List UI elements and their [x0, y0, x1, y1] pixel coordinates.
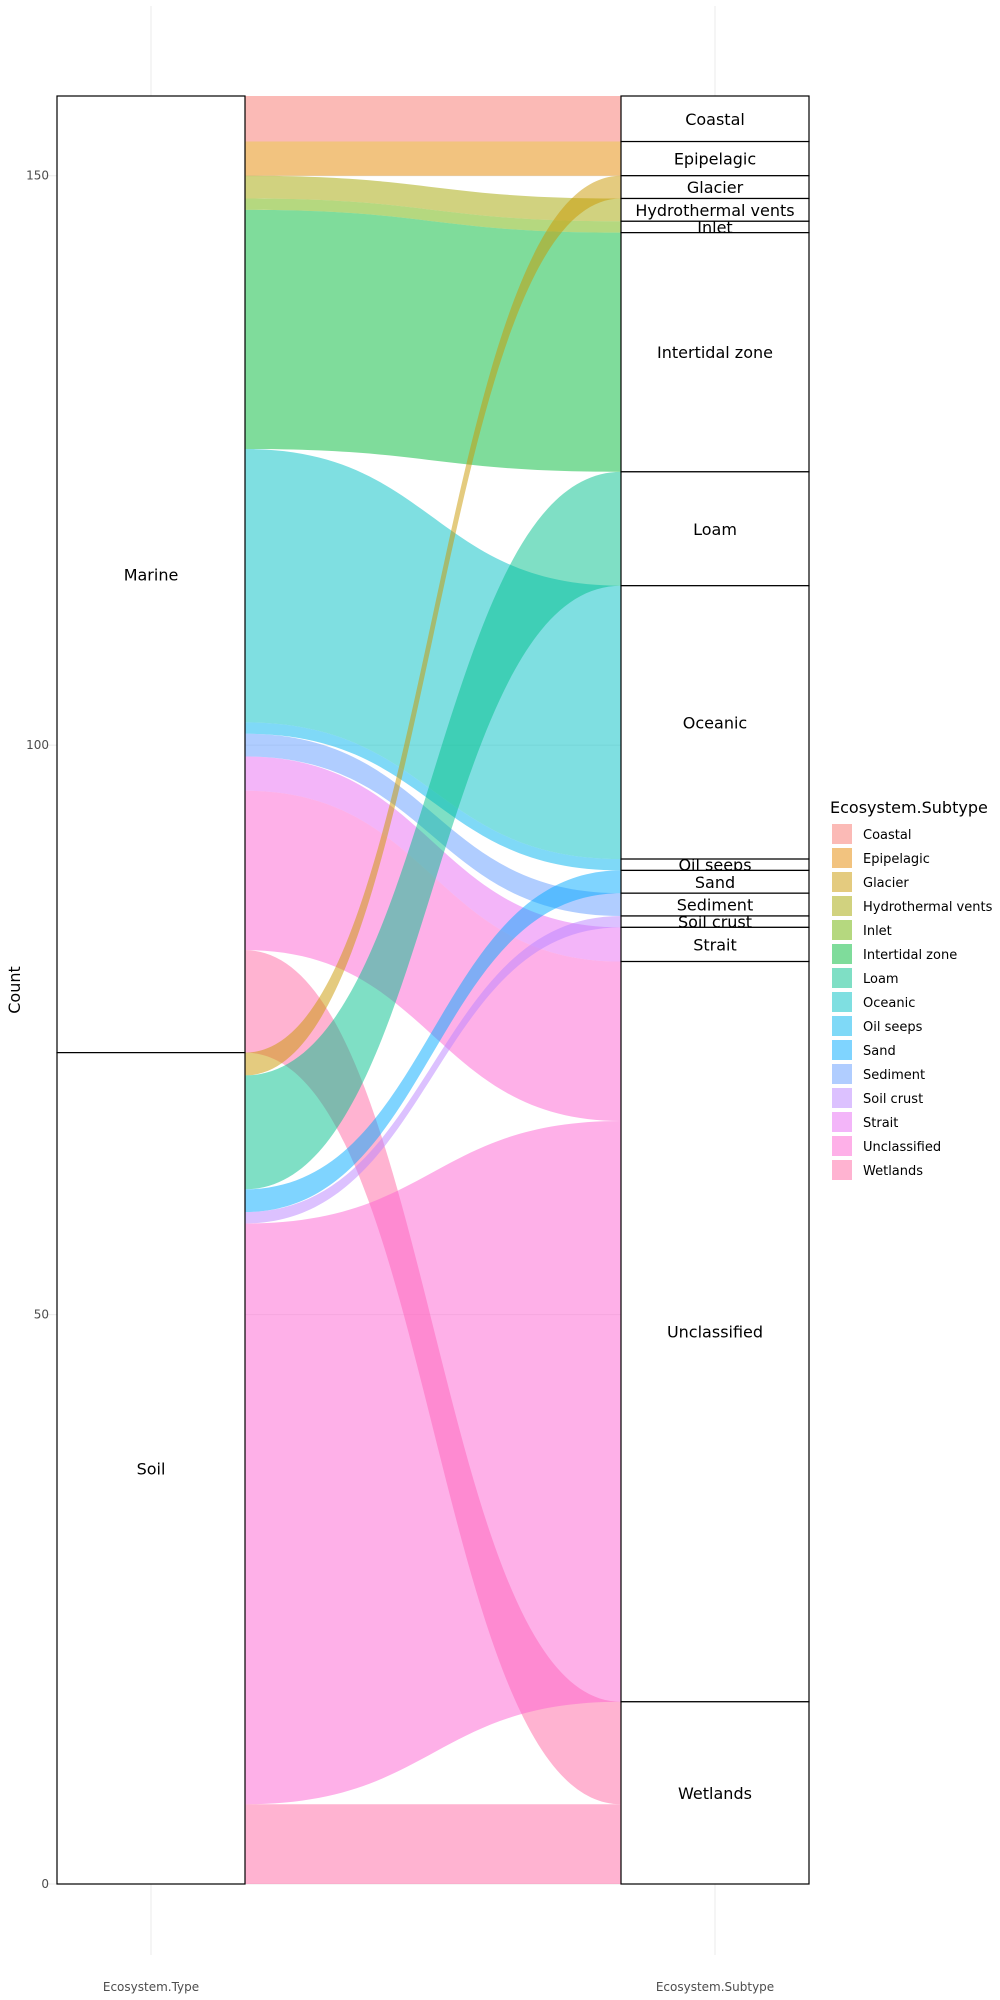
- x-axis: Ecosystem.Type Ecosystem.Subtype: [103, 1980, 774, 1994]
- flow-band: [245, 449, 621, 860]
- y-axis-title: Count: [5, 966, 24, 1014]
- legend-swatch: [832, 872, 852, 892]
- legend-swatch: [832, 1016, 852, 1036]
- legend-swatch: [832, 992, 852, 1012]
- flow-band: [245, 209, 621, 472]
- subtype-stratum-label: Strait: [693, 935, 737, 954]
- legend-swatch: [832, 824, 852, 844]
- legend: Ecosystem.Subtype Coastal Epipelagic Glaci…: [830, 798, 993, 1180]
- flow-band: [245, 1804, 621, 1884]
- subtype-stratum-label: Coastal: [685, 110, 745, 129]
- flow-band: [245, 175, 621, 222]
- legend-swatch: [832, 1064, 852, 1084]
- subtype-stratum-label: Glacier: [687, 178, 744, 197]
- subtype-stratum-label: Oceanic: [683, 713, 747, 732]
- subtype-stratum-label: Loam: [693, 520, 737, 539]
- legend-label: Strait: [863, 1116, 898, 1131]
- x-tick-label: Ecosystem.Type: [103, 1980, 199, 1994]
- legend-label: Coastal: [863, 828, 911, 843]
- y-tick-label: 50: [34, 1308, 49, 1322]
- flow-band: [245, 141, 621, 176]
- type-stratum-label: Marine: [124, 565, 179, 584]
- flow-band: [245, 96, 621, 142]
- legend-label: Oceanic: [863, 996, 915, 1011]
- subtype-stratum: [620, 140, 810, 177]
- subtype-stratum-label: Sand: [695, 873, 735, 892]
- subtype-stratum-label: Epipelagic: [674, 150, 756, 169]
- legend-swatch: [832, 1160, 852, 1180]
- subtype-stratum: [620, 1701, 810, 1885]
- subtype-stratum: [620, 232, 810, 473]
- legend-label: Inlet: [863, 924, 892, 939]
- legend-label: Intertidal zone: [863, 948, 957, 963]
- y-tick-label: 0: [41, 1877, 49, 1891]
- legend-items: Coastal Epipelagic Glacier Hydrothermal ven…: [832, 824, 993, 1180]
- type-stratum: [56, 1052, 246, 1885]
- y-tick-label: 150: [26, 169, 49, 183]
- legend-label: Epipelagic: [863, 852, 930, 867]
- subtype-stratum-label: Sediment: [677, 896, 753, 915]
- flow-band: [245, 790, 621, 1121]
- subtype-stratum: [620, 926, 810, 963]
- type-stratum: [56, 95, 246, 1054]
- legend-swatch: [832, 1112, 852, 1132]
- legend-swatch: [832, 1088, 852, 1108]
- flow-band: [245, 1120, 621, 1805]
- legend-label: Sand: [863, 1044, 896, 1059]
- legend-label: Glacier: [863, 876, 909, 891]
- flow-band: [245, 870, 621, 1213]
- legend-label: Unclassified: [863, 1140, 941, 1155]
- legend-label: Soil crust: [863, 1092, 923, 1107]
- legend-title: Ecosystem.Subtype: [830, 798, 988, 817]
- legend-swatch: [832, 920, 852, 940]
- x-tick-label: Ecosystem.Subtype: [656, 1980, 774, 1994]
- type-stratum-label: Soil: [137, 1459, 166, 1478]
- y-axis: 0 50 100 150: [26, 169, 49, 1891]
- legend-label: Oil seeps: [863, 1020, 923, 1035]
- subtype-stratum: [620, 585, 810, 860]
- subtype-stratum: [620, 960, 810, 1703]
- flow-band: [245, 471, 621, 1190]
- subtype-stratum: [620, 95, 810, 143]
- flows: [245, 96, 621, 1884]
- flow-band: [245, 915, 621, 1224]
- legend-swatch: [832, 848, 852, 868]
- legend-swatch: [832, 896, 852, 916]
- legend-label: Hydrothermal vents: [863, 900, 993, 915]
- legend-label: Sediment: [863, 1068, 925, 1083]
- subtype-stratum-label: Intertidal zone: [657, 343, 773, 362]
- legend-swatch: [832, 1136, 852, 1156]
- legend-swatch: [832, 1040, 852, 1060]
- subtype-stratum-label: Unclassified: [667, 1323, 763, 1342]
- subtype-stratum-label: Hydrothermal vents: [635, 201, 794, 220]
- legend-label: Loam: [863, 972, 899, 987]
- flow-band: [245, 175, 621, 1076]
- legend-swatch: [832, 944, 852, 964]
- flow-band: [245, 198, 621, 233]
- legend-label: Wetlands: [863, 1164, 923, 1179]
- legend-swatch: [832, 968, 852, 988]
- y-tick-label: 100: [26, 738, 49, 752]
- subtype-stratum-label: Wetlands: [678, 1784, 752, 1803]
- strata: Marine Soil Coastal Epipelagic Glacier Hydrot…: [56, 95, 810, 1885]
